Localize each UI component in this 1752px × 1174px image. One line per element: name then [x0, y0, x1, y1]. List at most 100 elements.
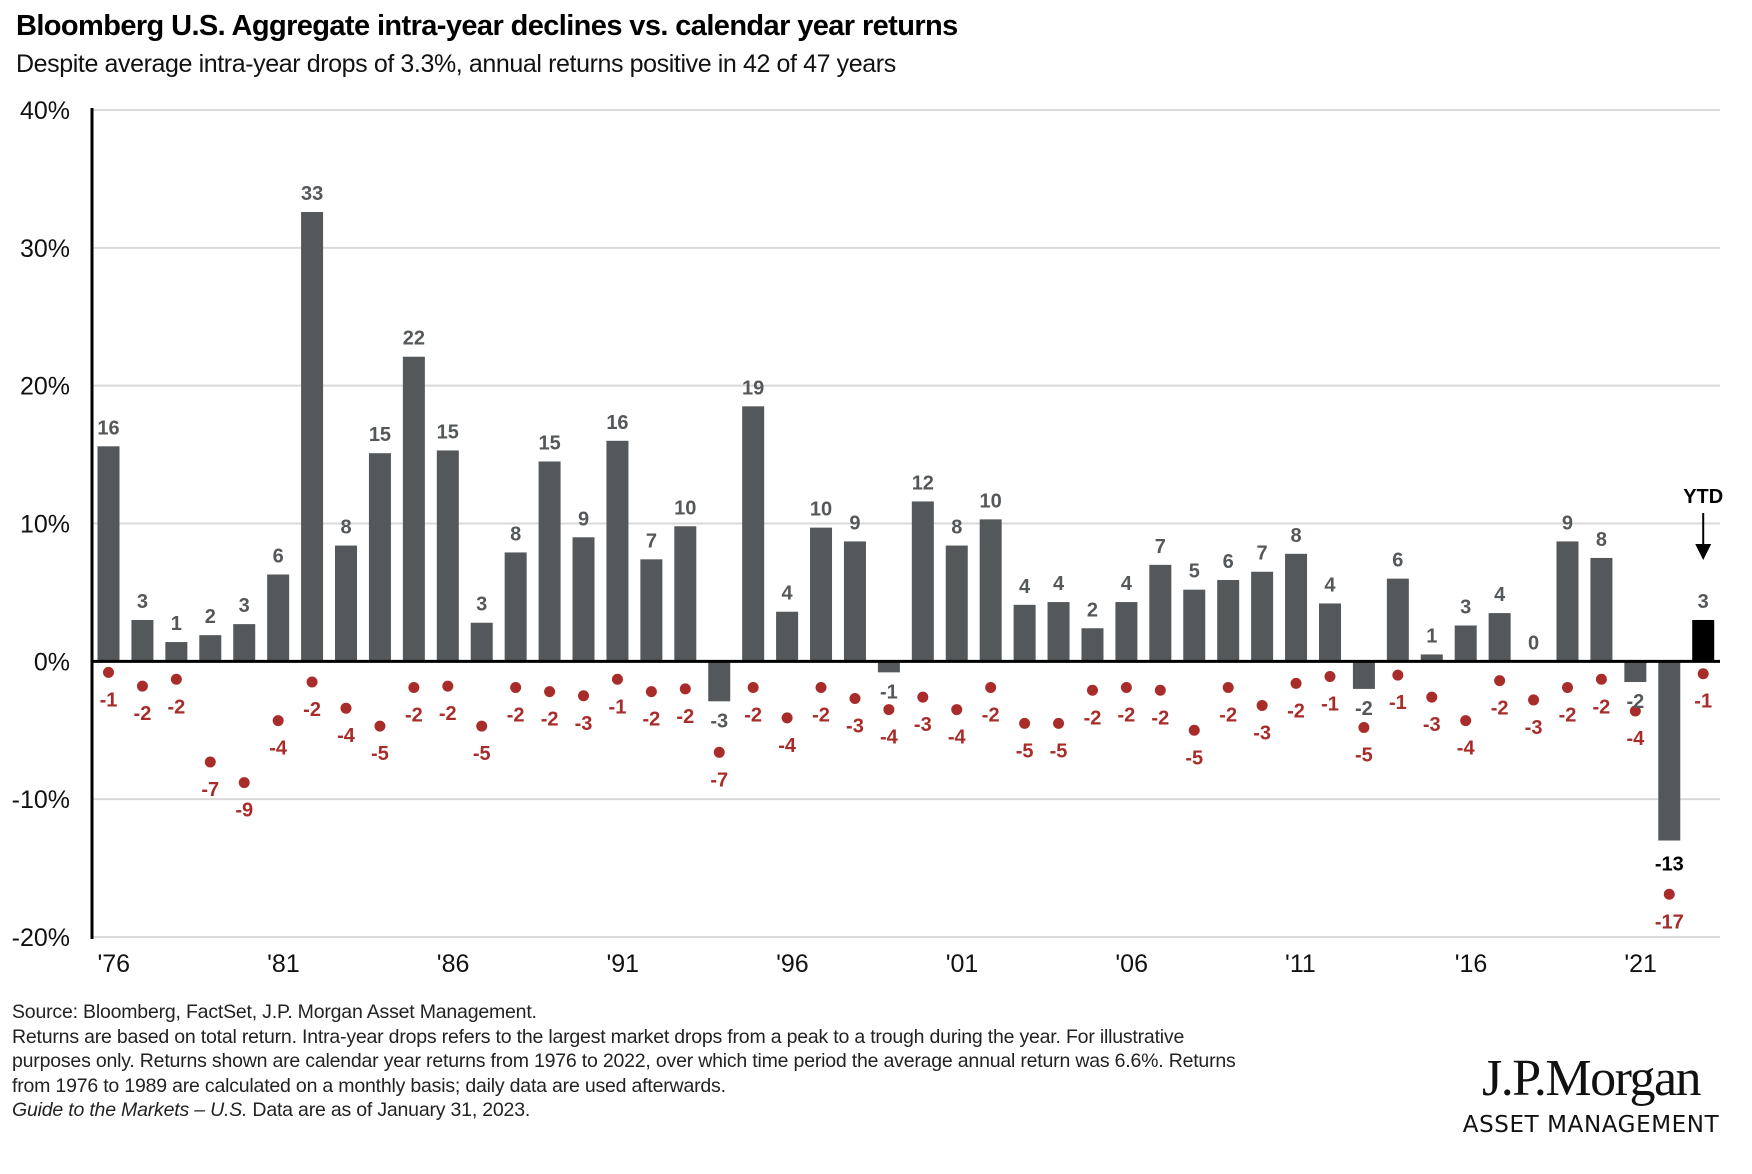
return-label: 4	[1053, 573, 1065, 595]
drop-label: -2	[982, 705, 1000, 727]
drop-dot	[1595, 673, 1607, 685]
return-bar	[1318, 603, 1341, 662]
return-label: 8	[1290, 525, 1301, 547]
drop-dot	[1663, 888, 1675, 900]
return-label: 16	[97, 417, 119, 439]
drop-label: -2	[541, 709, 559, 731]
return-bar	[1692, 619, 1715, 662]
drop-dot	[204, 756, 216, 768]
return-label: 16	[606, 412, 628, 434]
y-tick-label: 30%	[20, 235, 70, 263]
drop-dot	[917, 691, 929, 703]
return-bar	[538, 461, 561, 662]
drop-label: -1	[1389, 692, 1407, 714]
drop-label: -4	[1626, 728, 1645, 750]
return-label: 15	[538, 432, 560, 454]
drop-dot	[1426, 691, 1438, 703]
return-label: 1	[171, 613, 182, 635]
drop-dot	[781, 712, 793, 724]
arrow-down-icon	[1695, 544, 1712, 560]
return-label: 3	[1698, 591, 1709, 613]
return-bar	[1454, 625, 1477, 662]
drop-label: -5	[1355, 744, 1373, 766]
return-label: 33	[301, 183, 323, 205]
return-label: 5	[1189, 561, 1200, 583]
drop-label: -2	[167, 696, 185, 718]
return-bar	[877, 661, 900, 673]
drop-dot	[1358, 721, 1370, 733]
return-label: -13	[1655, 854, 1684, 876]
drop-label: -2	[134, 703, 152, 725]
drop-dot	[1460, 715, 1472, 727]
return-label: 7	[1155, 536, 1166, 558]
methodology-note-3: from 1976 to 1989 are calculated on a mo…	[12, 1074, 726, 1097]
x-tick-label: '81	[267, 950, 300, 978]
axes	[90, 108, 1720, 939]
drop-label: -2	[1491, 698, 1509, 720]
return-bar	[640, 559, 663, 662]
data-labels: 16-13-21-22-73-96-433-28-415-522-215-23-…	[97, 183, 1712, 933]
return-label: 6	[273, 545, 284, 567]
drop-label: -4	[778, 735, 797, 757]
chart-title: Bloomberg U.S. Aggregate intra-year decl…	[16, 10, 958, 42]
y-axis-ticks: 40% 30% 20% 10% 0% -10% -20%	[12, 97, 70, 952]
x-tick-label: '16	[1455, 950, 1488, 978]
return-bar	[606, 440, 629, 662]
return-bar	[843, 541, 866, 662]
return-label: -2	[1355, 698, 1373, 720]
drop-label: -4	[337, 725, 356, 747]
drop-label: -2	[1151, 707, 1169, 729]
return-label: 2	[1087, 599, 1098, 621]
x-tick-label: '11	[1285, 950, 1316, 978]
drop-label: -5	[1016, 740, 1034, 762]
drop-label: -2	[507, 705, 525, 727]
return-label: -3	[710, 710, 728, 732]
drop-label: -5	[1050, 740, 1068, 762]
drop-dot	[815, 682, 827, 694]
return-bar	[1081, 628, 1104, 662]
drop-label: -2	[439, 703, 457, 725]
x-tick-label: '06	[1115, 950, 1148, 978]
drop-label: -2	[303, 699, 321, 721]
drop-label: -2	[676, 706, 694, 728]
drop-dot	[1256, 699, 1268, 711]
return-bars	[97, 211, 1715, 841]
bar-chart: 40%30%20%10%0%-10%-20% 16-13-21-22-73-96…	[12, 97, 1724, 978]
y-tick-label: 10%	[20, 511, 70, 539]
return-label: 15	[437, 421, 459, 443]
drop-dot	[849, 693, 861, 705]
return-bar	[572, 537, 595, 662]
drop-dot	[103, 666, 114, 678]
return-label: 4	[782, 583, 794, 605]
asof-date: Data are as of January 31, 2023.	[247, 1099, 531, 1121]
return-bar	[708, 661, 731, 702]
return-label: 3	[239, 595, 250, 617]
methodology-note-2: purposes only. Returns shown are calenda…	[12, 1050, 1236, 1072]
return-label: 9	[1562, 512, 1573, 534]
methodology-note-1: Returns are based on total return. Intra…	[12, 1025, 1185, 1048]
drop-dot	[1528, 694, 1540, 706]
drop-label: -4	[948, 727, 967, 749]
drop-dot	[408, 682, 420, 694]
return-label: 10	[674, 497, 696, 519]
return-bar	[97, 446, 120, 662]
drop-dot	[1120, 682, 1132, 694]
return-bar	[674, 526, 697, 662]
x-tick-label: '86	[437, 950, 470, 978]
return-label: 12	[912, 472, 934, 494]
annotations: YTD	[1683, 486, 1723, 560]
return-label: 4	[1494, 584, 1506, 606]
y-tick-label: 40%	[20, 97, 70, 125]
return-bar	[335, 545, 358, 662]
return-bar	[436, 450, 459, 662]
return-bar	[1183, 589, 1206, 662]
chart-subtitle: Despite average intra-year drops of 3.3%…	[16, 50, 896, 78]
drop-dot	[1222, 682, 1234, 694]
drop-label: -5	[1185, 747, 1203, 769]
return-label: 1	[1426, 625, 1437, 647]
return-bar	[368, 453, 391, 662]
drop-dot	[340, 702, 352, 714]
return-label: 9	[578, 508, 589, 530]
return-bar	[742, 406, 765, 662]
return-bar	[911, 501, 934, 662]
